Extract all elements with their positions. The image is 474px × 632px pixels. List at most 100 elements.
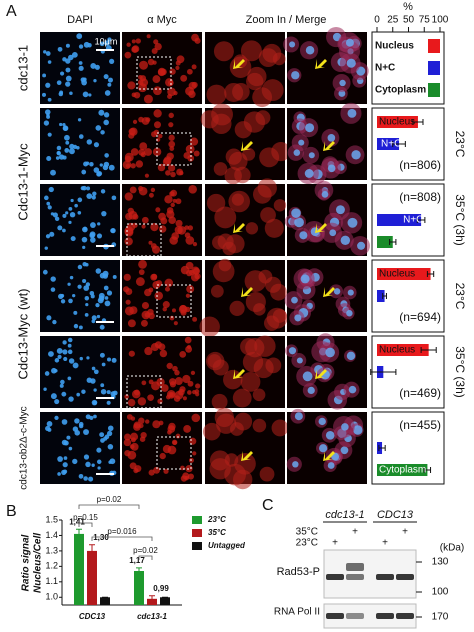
nucleus-dot (93, 142, 100, 148)
nucleus-dot (86, 186, 91, 191)
nucleus-dot (61, 391, 67, 397)
myc-dot (130, 437, 136, 443)
nucleus-dot (98, 109, 105, 116)
bar (377, 138, 400, 150)
myc-dot (192, 390, 197, 395)
lane-sign: + (382, 538, 388, 549)
strain-label: Cdc13-Myc (wt) (15, 288, 30, 379)
myc-dot (133, 91, 141, 99)
nucleus-dot (82, 245, 86, 249)
myc-dot (152, 75, 161, 84)
myc-dot (131, 39, 136, 44)
nucleus-dot (43, 50, 47, 54)
zoom-cell (246, 72, 264, 91)
zoom-cell (229, 300, 245, 316)
merge-nucleus (327, 134, 336, 142)
myc-dot (179, 386, 186, 393)
nucleus-dot (61, 439, 68, 446)
myc-dot (148, 240, 153, 245)
myc-dot (151, 381, 160, 391)
merge-nucleus (348, 385, 357, 394)
nucleus-dot (106, 400, 111, 405)
legend-swatch (192, 516, 202, 524)
nucleus-dot (44, 195, 49, 201)
zoom-cell (214, 407, 234, 428)
nucleus-dot (59, 383, 64, 388)
myc-dot (124, 394, 130, 400)
nucleus-dot (62, 228, 66, 233)
zoom-cell (224, 167, 242, 185)
nucleus-dot (48, 351, 54, 357)
myc-dot (154, 291, 164, 301)
nucleus-dot (101, 362, 106, 367)
nucleus-dot (83, 476, 88, 481)
myc-dot (192, 451, 197, 456)
nucleus-dot (46, 421, 53, 427)
nucleus-dot (49, 231, 55, 237)
myc-dot (186, 344, 192, 350)
myc-dot (152, 281, 161, 289)
myc-dot (175, 433, 181, 439)
nucleus-dot (78, 421, 84, 427)
myc-dot (134, 465, 142, 473)
nucleus-dot (93, 369, 99, 375)
bar (100, 597, 110, 605)
nucleus-dot (100, 388, 107, 395)
myc-dot (174, 390, 184, 400)
merge-nucleus (294, 314, 302, 322)
arrow (233, 369, 245, 379)
nucleus-dot (66, 435, 71, 440)
nucleus-dot (103, 74, 109, 80)
nucleus-dot (50, 169, 56, 176)
merge-nucleus (307, 386, 315, 395)
myc-dot (168, 134, 175, 141)
myc-dot (152, 420, 161, 429)
myc-dot (153, 466, 160, 474)
error-bar (89, 544, 95, 558)
nucleus-dot (78, 65, 84, 71)
nucleus-dot (68, 220, 72, 224)
nucleus-dot (88, 93, 92, 97)
merge-nucleus (291, 208, 301, 218)
bar-label: Cytoplasm (379, 465, 426, 476)
band-label: RNA Pol II (274, 607, 320, 618)
arrow (323, 141, 335, 151)
nucleus-dot (48, 186, 54, 193)
nucleus-dot (72, 426, 79, 432)
nucleus-dot (65, 67, 71, 73)
arrow (315, 59, 327, 69)
nucleus-dot (107, 82, 112, 87)
myc-dot (135, 277, 145, 287)
legend-label: Nucleus (375, 41, 414, 52)
nucleus-dot (90, 63, 97, 69)
nucleus-dot (76, 33, 83, 40)
nucleus-dot (47, 97, 52, 102)
merge-nucleus (293, 149, 301, 156)
y-tick-label: 1.1 (45, 576, 58, 586)
nucleus-dot (77, 197, 83, 203)
merge-nucleus (299, 231, 308, 240)
nucleus-dot (62, 462, 68, 468)
nucleus-dot (54, 358, 60, 363)
myc-dot (153, 39, 159, 45)
bracket (78, 504, 140, 509)
myc-dot (129, 186, 137, 194)
error-bar (76, 528, 82, 540)
myc-dot (147, 394, 154, 402)
merge-nucleus (321, 191, 329, 198)
nucleus-dot (76, 392, 81, 397)
merge-nucleus (298, 139, 305, 146)
zoom-cell (210, 284, 224, 298)
lane-sign: + (402, 527, 408, 538)
myc-dot (126, 222, 136, 232)
nucleus-dot (50, 393, 57, 400)
myc-dot (193, 150, 200, 157)
nucleus-dot (84, 312, 89, 317)
nucleus-dot (50, 287, 56, 292)
legend-swatch (428, 83, 440, 97)
myc-dot (128, 350, 135, 357)
myc-dot (164, 278, 174, 288)
nucleus-dot (107, 37, 112, 42)
band (326, 613, 344, 619)
